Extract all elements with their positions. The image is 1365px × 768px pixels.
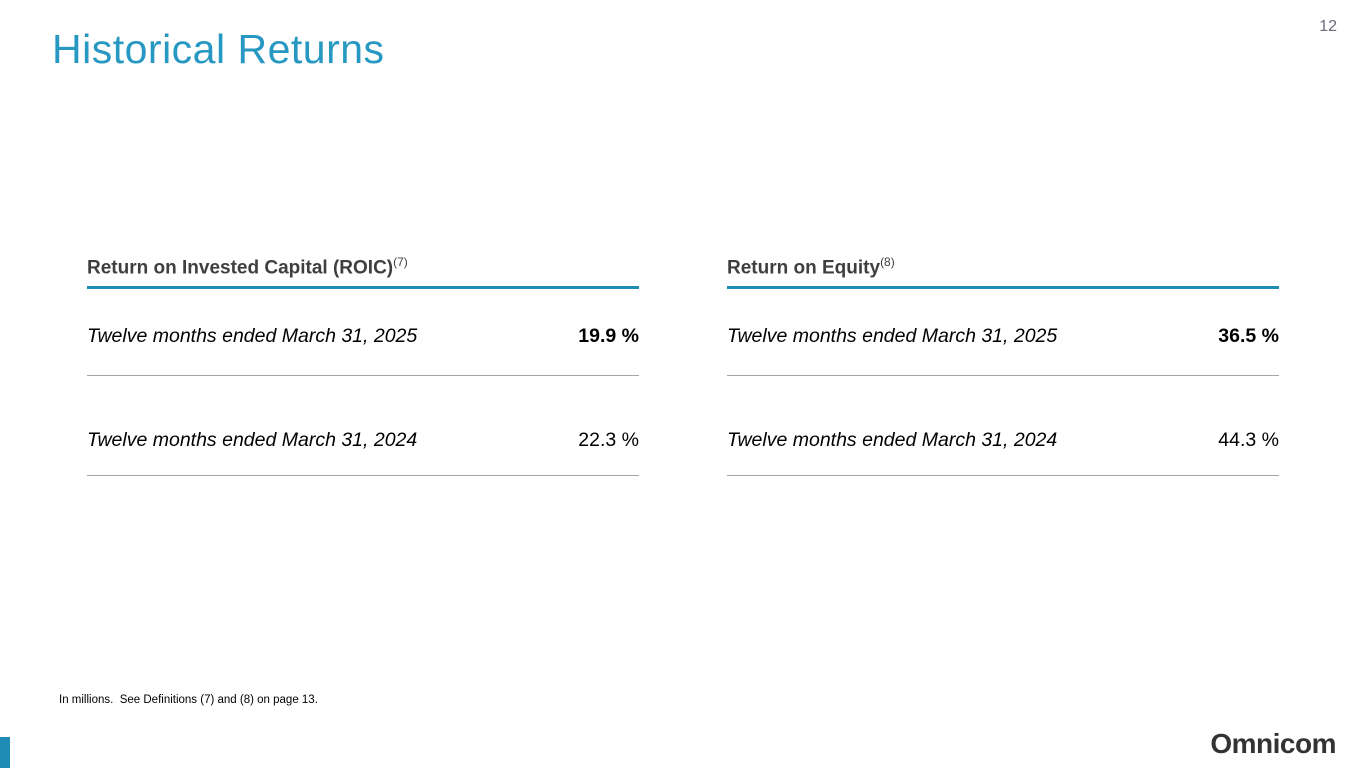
row-label: Twelve months ended March 31, 2024: [87, 429, 418, 452]
row-label: Twelve months ended March 31, 2025: [87, 325, 418, 348]
page-title: Historical Returns: [52, 26, 385, 72]
roic-heading-text: Return on Invested Capital (ROIC): [87, 257, 394, 279]
page-number: 12: [1319, 18, 1337, 35]
roe-heading-text: Return on Equity: [727, 257, 881, 279]
corner-accent-bar: [0, 737, 10, 768]
roic-section-heading: Return on Invested Capital (ROIC)(7): [87, 255, 639, 290]
row-label: Twelve months ended March 31, 2025: [727, 325, 1058, 348]
table-row: Twelve months ended March 31, 2025 36.5 …: [727, 325, 1279, 377]
row-label: Twelve months ended March 31, 2024: [727, 429, 1058, 452]
footnote: In millions. See Definitions (7) and (8)…: [59, 694, 318, 706]
row-value: 22.3 %: [578, 429, 639, 452]
table-row: Twelve months ended March 31, 2024 44.3 …: [727, 429, 1279, 477]
roic-section: Return on Invested Capital (ROIC)(7) Twe…: [87, 255, 639, 477]
roic-heading-superscript: (7): [393, 255, 408, 269]
roe-section: Return on Equity(8) Twelve months ended …: [727, 255, 1279, 477]
table-row: Twelve months ended March 31, 2024 22.3 …: [87, 429, 639, 477]
row-value: 19.9 %: [578, 325, 639, 348]
row-value: 44.3 %: [1218, 429, 1279, 452]
omnicom-logo: Omnicom: [1210, 728, 1336, 759]
roe-heading-superscript: (8): [880, 255, 895, 269]
roe-section-heading: Return on Equity(8): [727, 255, 1279, 290]
row-value: 36.5 %: [1218, 325, 1279, 348]
table-row: Twelve months ended March 31, 2025 19.9 …: [87, 325, 639, 377]
two-column-layout: Return on Invested Capital (ROIC)(7) Twe…: [87, 255, 1279, 477]
